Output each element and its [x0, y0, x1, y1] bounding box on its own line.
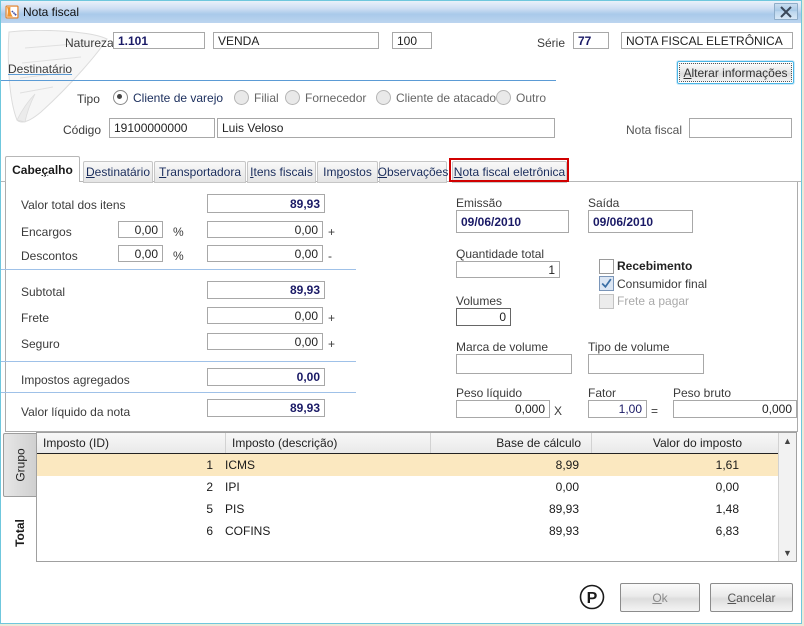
svg-text:P: P	[587, 590, 598, 607]
